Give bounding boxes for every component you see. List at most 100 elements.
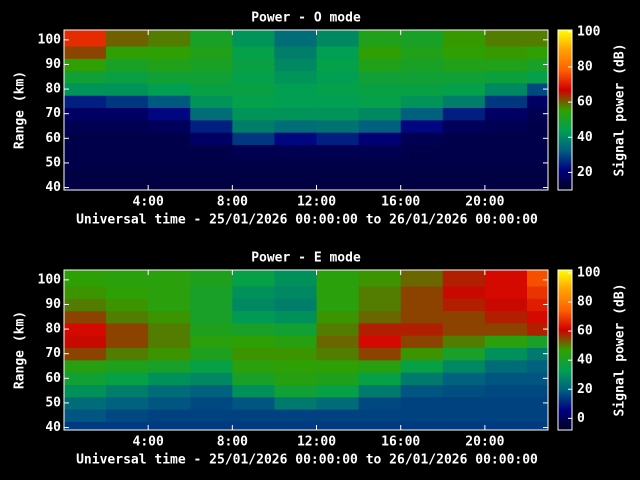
heatmap-cell <box>106 359 149 373</box>
heatmap-cell <box>190 181 233 191</box>
heatmap-cell <box>64 286 107 299</box>
heatmap-cell <box>274 286 318 299</box>
colorbar-tick-label: 60 <box>577 95 593 110</box>
colorbar-tick-label: 100 <box>577 265 601 280</box>
heatmap-cell <box>64 119 107 133</box>
heatmap-cell <box>358 70 402 84</box>
heatmap-cell <box>274 30 318 47</box>
heatmap-cell <box>148 181 191 191</box>
colorbar-tick-label: 80 <box>577 59 593 74</box>
heatmap-cell <box>64 322 107 336</box>
heatmap-cell <box>442 169 486 182</box>
heatmap-cell <box>400 46 444 59</box>
heatmap-cell <box>400 107 444 121</box>
heatmap-cell <box>64 347 107 361</box>
heatmap-cell <box>358 310 402 324</box>
heatmap-cell <box>316 119 360 133</box>
x-tick-label: 4:00 <box>133 195 164 210</box>
heatmap-cell <box>232 409 275 422</box>
heatmap-cell <box>358 144 402 158</box>
colorbar-label: Signal power (dB) <box>613 43 628 176</box>
heatmap-cell <box>274 347 318 361</box>
heatmap-cell <box>190 347 233 361</box>
heatmap-cell <box>106 181 149 191</box>
heatmap-cell <box>316 107 360 121</box>
heatmap-cell <box>148 58 191 72</box>
heatmap-cell <box>484 169 528 182</box>
heatmap-cell <box>106 156 149 170</box>
heatmap-cell <box>106 421 149 431</box>
heatmap-cell <box>358 107 402 121</box>
heatmap-cell <box>190 169 233 182</box>
heatmap-cell <box>484 119 528 133</box>
colorbar-tick-label: 100 <box>577 24 601 39</box>
heatmap-cell <box>148 322 191 336</box>
heatmap-cell <box>232 181 275 191</box>
heatmap-cell <box>106 270 149 287</box>
heatmap-cell <box>232 156 275 170</box>
x-axis-label: Universal time - 25/01/2026 00:00:00 to … <box>76 213 538 228</box>
heatmap-cell <box>358 322 402 336</box>
heatmap-cell <box>316 46 360 59</box>
heatmap-cell <box>316 384 360 398</box>
heatmap-cell <box>190 298 233 312</box>
heatmap-cell <box>232 144 275 158</box>
heatmap-cell <box>526 70 549 84</box>
colorbar-tick-label: 80 <box>577 295 593 310</box>
heatmap-cell <box>274 181 318 191</box>
heatmap-cell <box>64 95 107 109</box>
heatmap-cell <box>274 372 318 385</box>
heatmap-cell <box>106 335 149 349</box>
heatmap-cell <box>526 132 549 145</box>
heatmap-cell <box>526 270 549 287</box>
colorbar-tick-label: 20 <box>577 382 593 397</box>
heatmap-cell <box>64 181 107 191</box>
heatmap-cell <box>400 421 444 431</box>
heatmap-cell <box>316 95 360 109</box>
heatmap-cell <box>232 46 275 59</box>
heatmap-cell <box>484 70 528 84</box>
heatmap-cell <box>190 30 233 47</box>
heatmap-cell <box>400 119 444 133</box>
heatmap-cell <box>400 169 444 182</box>
heatmap-cell <box>316 421 360 431</box>
heatmap-cell <box>148 270 191 287</box>
heatmap-cell <box>232 30 275 47</box>
heatmap-cell <box>400 181 444 191</box>
heatmap-cell <box>274 70 318 84</box>
heatmap-cell <box>358 270 402 287</box>
heatmap-cell <box>400 58 444 72</box>
heatmap-cell <box>400 156 444 170</box>
heatmap-cell <box>526 359 549 373</box>
y-axis-label: Range (km) <box>13 311 28 389</box>
x-tick-label: 4:00 <box>133 435 164 450</box>
heatmap-cell <box>64 409 107 422</box>
heatmap-cell <box>106 169 149 182</box>
heatmap-cell <box>106 82 149 96</box>
heatmap-cell <box>190 421 233 431</box>
heatmap-cell <box>64 30 107 47</box>
heatmap-cell <box>106 46 149 59</box>
heatmap-cell <box>526 156 549 170</box>
y-tick-label: 100 <box>38 32 62 47</box>
heatmap-cell <box>358 372 402 385</box>
heatmap-cell <box>442 359 486 373</box>
heatmap-cell <box>148 359 191 373</box>
heatmap-cell <box>316 169 360 182</box>
heatmap-cell <box>484 156 528 170</box>
heatmap-cell <box>64 310 107 324</box>
heatmap-cell <box>316 144 360 158</box>
heatmap-cell <box>232 384 275 398</box>
heatmap-cell <box>526 82 549 96</box>
heatmap-cell <box>316 181 360 191</box>
heatmap-cell <box>358 46 402 59</box>
x-tick-label: 20:00 <box>465 435 504 450</box>
heatmap-cell <box>484 372 528 385</box>
heatmap-cell <box>64 421 107 431</box>
heatmap-cell <box>442 409 486 422</box>
heatmap-cell <box>190 310 233 324</box>
heatmap-cell <box>400 396 444 410</box>
heatmap-cell <box>400 409 444 422</box>
x-tick-label: 8:00 <box>217 435 248 450</box>
heatmap-cell <box>190 107 233 121</box>
